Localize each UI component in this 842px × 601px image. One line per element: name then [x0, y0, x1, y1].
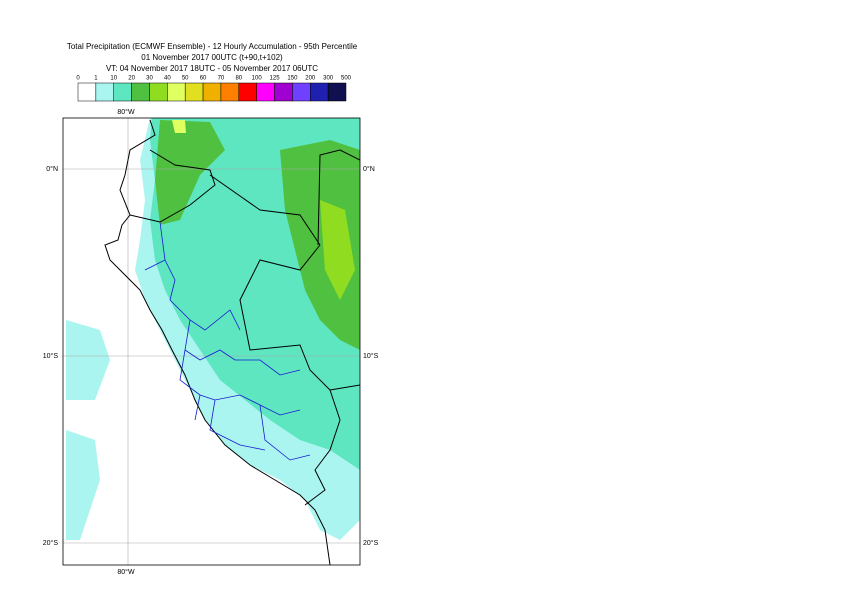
legend-swatch: [292, 82, 311, 102]
legend-swatch: [256, 82, 275, 102]
lat-label: 0°N: [363, 165, 375, 173]
legend-swatch: [149, 82, 168, 102]
legend-swatch: [184, 82, 204, 102]
legend-label: 500: [341, 76, 352, 82]
legend-label: 70: [218, 76, 225, 82]
legend-swatch: [113, 82, 132, 102]
subtitle: 01 November 2017 00UTC (t+90,t+102): [141, 53, 283, 62]
lat-label: 20°S: [43, 539, 59, 547]
lat-label: 0°N: [46, 165, 58, 173]
legend-label: 60: [200, 76, 207, 82]
coastline: [104, 119, 331, 565]
legend: 0 1 10 20 30 40 50 60 70 80 100 125 150 200 300 500: [76, 76, 352, 102]
precip-green-north: [155, 120, 225, 225]
legend-label: 40: [164, 76, 171, 82]
legend-swatch: [95, 82, 114, 102]
legend-label: 30: [146, 76, 153, 82]
legend-label: 300: [323, 76, 334, 82]
legend-label: 150: [287, 76, 298, 82]
precip-yellow: [172, 120, 186, 133]
legend-label: 20: [128, 76, 135, 82]
legend-swatch: [310, 82, 329, 102]
legend-label: 125: [270, 76, 281, 82]
legend-swatch: [274, 82, 293, 102]
lon-label: 80°W: [117, 108, 135, 116]
ocean-precip: [66, 320, 110, 540]
legend-swatch: [238, 82, 257, 102]
lat-label: 20°S: [363, 539, 379, 547]
lon-label: 80°W: [117, 568, 135, 576]
legend-label: 100: [252, 76, 263, 82]
map-frame: [62, 117, 361, 566]
precip-lime-east: [320, 200, 355, 300]
country-borders: [129, 149, 360, 506]
legend-swatch: [327, 82, 347, 102]
legend-swatch: [131, 82, 150, 102]
legend-label: 80: [235, 76, 242, 82]
legend-label: 50: [182, 76, 189, 82]
legend-label: 1: [94, 76, 98, 82]
legend-swatch: [167, 82, 186, 102]
legend-label: 200: [305, 76, 316, 82]
lat-label: 10°S: [43, 352, 59, 360]
legend-swatch: [77, 82, 97, 102]
title: Total Precipitation (ECMWF Ensemble) - 1…: [67, 42, 358, 51]
lat-label: 10°S: [363, 352, 379, 360]
legend-swatch: [202, 82, 222, 102]
legend-swatch: [220, 82, 240, 102]
legend-label: 0: [76, 76, 80, 82]
legend-label: 10: [110, 76, 117, 82]
region-borders: [144, 221, 311, 461]
map: [63, 118, 360, 565]
valid-time: VT: 04 November 2017 18UTC - 05 November…: [106, 64, 318, 73]
